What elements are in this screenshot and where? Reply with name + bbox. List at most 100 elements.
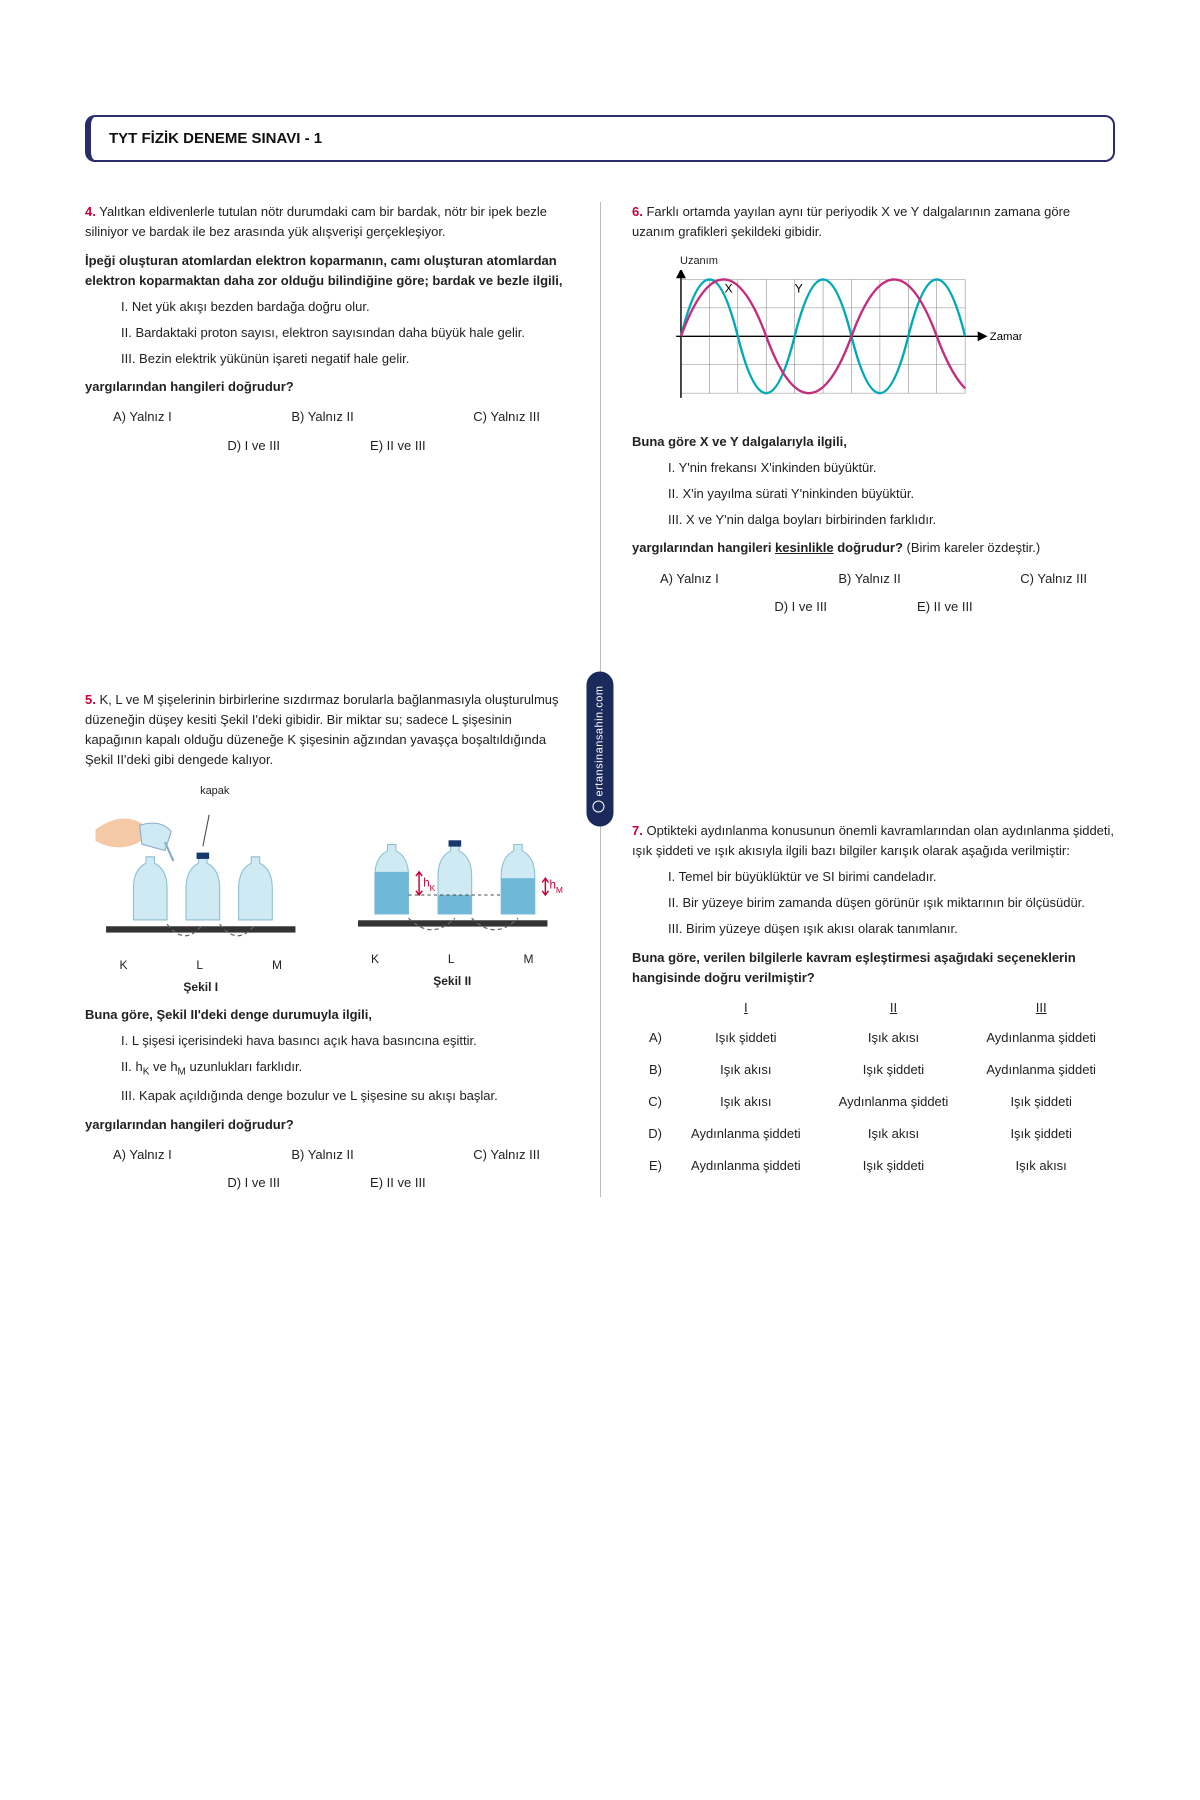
q6-wave-chart: Uzanım — [662, 253, 1115, 418]
q4-opt-a[interactable]: A) Yalnız I — [113, 407, 172, 427]
q6-stmt-2: II. X'in yayılma sürati Y'ninkinden büyü… — [668, 484, 1115, 504]
q6-condition: Buna göre X ve Y dalgalarıyla ilgili, — [632, 432, 1115, 452]
q6-opt-d[interactable]: D) I ve III — [774, 597, 827, 617]
q5-opt-c[interactable]: C) Yalnız III — [473, 1145, 540, 1165]
left-column: 4. Yalıtkan eldivenlerle tutulan nötr du… — [85, 202, 600, 1197]
lbl-K2: K — [371, 950, 379, 969]
q7-col-2: II — [820, 994, 968, 1022]
question-5: 5. K, L ve M şişelerinin birbirlerine sı… — [85, 690, 568, 1197]
q6-number: 6. — [632, 204, 643, 219]
q5-fig2-svg: h K h M — [337, 794, 569, 941]
q7-d-2: Işık akısı — [820, 1118, 968, 1150]
q5-opt-d[interactable]: D) I ve III — [227, 1173, 280, 1193]
q6-y-label: Y — [795, 281, 803, 295]
q6-opt-a[interactable]: A) Yalnız I — [660, 569, 719, 589]
q7-table: I II III A) Işık şiddeti Işık akısı Aydı… — [632, 994, 1115, 1183]
q4-number: 4. — [85, 204, 96, 219]
q4-ask: yargılarından hangileri doğrudur? — [85, 377, 568, 397]
q7-tbody: A) Işık şiddeti Işık akısı Aydınlanma şi… — [632, 1022, 1115, 1183]
q7-a-3: Aydınlanma şiddeti — [967, 1022, 1115, 1054]
q6-options-row1: A) Yalnız I B) Yalnız II C) Yalnız III — [632, 565, 1115, 593]
q7-e-l: E) — [632, 1150, 672, 1182]
lbl-sekil1: Şekil I — [183, 978, 218, 997]
q7-intro: 7. Optikteki aydınlanma konusunun önemli… — [632, 821, 1115, 861]
q5-number: 5. — [85, 692, 96, 707]
q5-condition: Buna göre, Şekil II'deki denge durumuyla… — [85, 1005, 568, 1025]
q6-opt-e[interactable]: E) II ve III — [917, 597, 973, 617]
q4-opt-c[interactable]: C) Yalnız III — [473, 407, 540, 427]
q5-s2-b: ve h — [149, 1059, 177, 1074]
exam-header: TYT FİZİK DENEME SINAVI - 1 — [85, 115, 1115, 162]
question-4: 4. Yalıtkan eldivenlerle tutulan nötr du… — [85, 202, 568, 459]
q7-intro-text: Optikteki aydınlanma konusunun önemli ka… — [632, 823, 1114, 858]
q7-stmt-3: III. Birim yüzeye düşen ışık akısı olara… — [668, 919, 1115, 939]
q7-statements: I. Temel bir büyüklüktür ve SI birimi ca… — [632, 867, 1115, 939]
q5-opt-b[interactable]: B) Yalnız II — [291, 1145, 353, 1165]
q4-opt-d[interactable]: D) I ve III — [227, 436, 280, 456]
q7-c-l: C) — [632, 1086, 672, 1118]
q4-opt-b[interactable]: B) Yalnız II — [291, 407, 353, 427]
q7-row-c[interactable]: C) Işık akısı Aydınlanma şiddeti Işık şi… — [632, 1086, 1115, 1118]
q6-ask-b: doğrudur? — [834, 540, 903, 555]
q7-col-1: I — [672, 994, 820, 1022]
q7-c-3: Işık şiddeti — [967, 1086, 1115, 1118]
q4-intro: 4. Yalıtkan eldivenlerle tutulan nötr du… — [85, 202, 568, 242]
q6-ask: yargılarından hangileri kesinlikle doğru… — [632, 538, 1115, 558]
q5-opt-a[interactable]: A) Yalnız I — [113, 1145, 172, 1165]
badge-ring-icon — [592, 801, 604, 813]
q6-opt-b[interactable]: B) Yalnız II — [838, 569, 900, 589]
q7-d-l: D) — [632, 1118, 672, 1150]
q5-stmt-1: I. L şişesi içerisindeki hava basıncı aç… — [121, 1031, 568, 1051]
q4-statements: I. Net yük akışı bezden bardağa doğru ol… — [85, 297, 568, 369]
q6-ask-c: (Birim kareler özdeştir.) — [903, 540, 1040, 555]
q6-yaxis-label: Uzanım — [680, 253, 1115, 270]
q7-row-e[interactable]: E) Aydınlanma şiddeti Işık şiddeti Işık … — [632, 1150, 1115, 1182]
q7-d-3: Işık şiddeti — [967, 1118, 1115, 1150]
q5-options-row2: D) I ve III E) II ve III — [85, 1169, 568, 1197]
q7-row-b[interactable]: B) Işık akısı Işık şiddeti Aydınlanma şi… — [632, 1054, 1115, 1086]
content-columns: ertansinansahin.com 4. Yalıtkan eldivenl… — [85, 202, 1115, 1197]
q5-figures: kapak — [85, 780, 568, 997]
q6-intro-text: Farklı ortamda yayılan aynı tür periyodi… — [632, 204, 1070, 239]
badge-text: ertansinansahin.com — [593, 686, 605, 797]
q5-fig2-sub: Şekil II — [337, 972, 569, 991]
q4-opt-e[interactable]: E) II ve III — [370, 436, 426, 456]
q4-condition: İpeği oluşturan atomlardan elektron kopa… — [85, 251, 568, 291]
q5-fig2: h K h M K — [337, 780, 569, 997]
question-7: 7. Optikteki aydınlanma konusunun önemli… — [632, 821, 1115, 1183]
question-6: 6. Farklı ortamda yayılan aynı tür periy… — [632, 202, 1115, 621]
q5-ask: yargılarından hangileri doğrudur? — [85, 1115, 568, 1135]
q7-e-1: Aydınlanma şiddeti — [672, 1150, 820, 1182]
q5-fig1-labels: K L M — [85, 956, 317, 975]
website-badge: ertansinansahin.com — [586, 672, 613, 827]
right-column: 6. Farklı ortamda yayılan aynı tür periy… — [600, 202, 1115, 1197]
q6-wave-svg: X Y Zaman — [662, 270, 1022, 412]
q6-stmt-3: III. X ve Y'nin dalga boyları birbirinde… — [668, 510, 1115, 530]
q5-stmt-3: III. Kapak açıldığında denge bozulur ve … — [121, 1086, 568, 1106]
q7-stmt-1: I. Temel bir büyüklüktür ve SI birimi ca… — [668, 867, 1115, 887]
q7-row-a[interactable]: A) Işık şiddeti Işık akısı Aydınlanma şi… — [632, 1022, 1115, 1054]
q5-fig1-svg — [85, 800, 317, 947]
q7-col-3: III — [967, 994, 1115, 1022]
q4-intro-text: Yalıtkan eldivenlerle tutulan nötr durum… — [85, 204, 547, 239]
q6-opt-c[interactable]: C) Yalnız III — [1020, 569, 1087, 589]
q7-e-3: Işık akısı — [967, 1150, 1115, 1182]
q6-ask-u: kesinlikle — [775, 540, 834, 555]
lbl-L1: L — [196, 956, 203, 975]
q7-e-2: Işık şiddeti — [820, 1150, 968, 1182]
q4-stmt-2: II. Bardaktaki proton sayısı, elektron s… — [121, 323, 568, 343]
q5-intro-text: K, L ve M şişelerinin birbirlerine sızdı… — [85, 692, 559, 767]
q5-opt-e[interactable]: E) II ve III — [370, 1173, 426, 1193]
q7-number: 7. — [632, 823, 643, 838]
svg-text:K: K — [429, 883, 435, 893]
q7-c-1: Işık akısı — [672, 1086, 820, 1118]
lbl-L2: L — [448, 950, 455, 969]
q5-options-row1: A) Yalnız I B) Yalnız II C) Yalnız III — [85, 1141, 568, 1169]
svg-text:M: M — [555, 885, 562, 895]
q6-ask-a: yargılarından hangileri — [632, 540, 775, 555]
q4-stmt-1: I. Net yük akışı bezden bardağa doğru ol… — [121, 297, 568, 317]
lbl-M1: M — [272, 956, 282, 975]
q7-row-d[interactable]: D) Aydınlanma şiddeti Işık akısı Işık şi… — [632, 1118, 1115, 1150]
q5-intro: 5. K, L ve M şişelerinin birbirlerine sı… — [85, 690, 568, 771]
q7-d-1: Aydınlanma şiddeti — [672, 1118, 820, 1150]
